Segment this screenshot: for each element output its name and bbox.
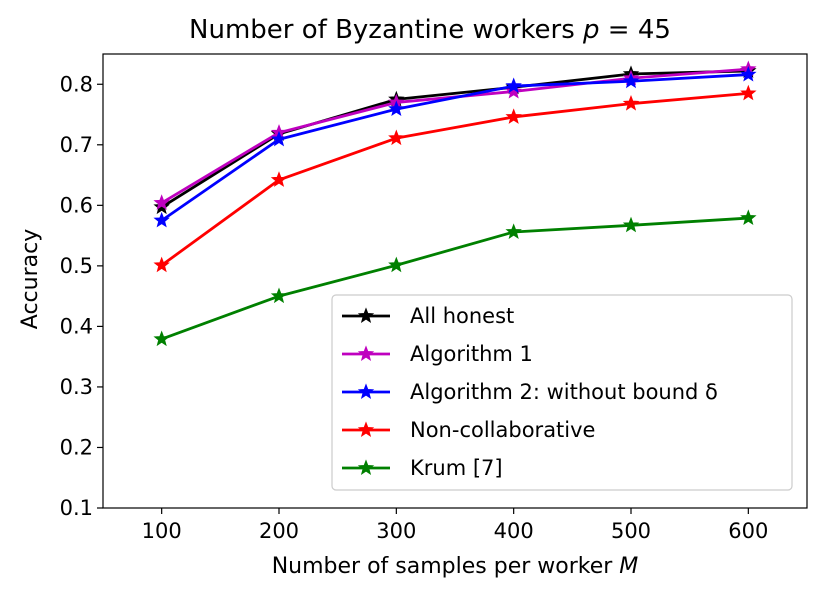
x-tick-label: 100 [142,519,182,543]
series-marker [740,209,757,226]
series-marker [153,194,170,210]
chart-title-var: p [582,15,600,45]
x-axis-label-var: M [619,554,638,579]
series-marker [153,211,170,228]
plot-area: 100 200 300 400 500 600 0.1 0.2 0.3 0.4 0.5 0.6 0.7 0… [60,53,808,543]
legend-label: Algorithm 1 [410,342,533,366]
legend-item: All honest [342,304,514,328]
legend-swatch-marker [357,459,375,475]
legend-item: Algorithm 2: without bound δ [342,380,718,404]
series-line [160,91,749,267]
legend-label: Non-collaborative [410,418,595,442]
series-group [153,65,757,228]
x-axis-label-text: Number of samples per worker [272,554,620,579]
plot-frame [102,53,808,509]
series-marker [505,82,522,99]
legend-swatch-marker [357,421,375,437]
legend: All honest Algorithm 1 Algorithm 2: withou… [331,294,793,491]
y-tick-label: 0.2 [60,435,93,459]
series-group [153,84,757,273]
y-tick-label: 0.4 [60,314,93,338]
legend-label: Algorithm 2: without bound δ [410,380,718,404]
series-marker [270,130,288,147]
series-group [153,209,757,347]
y-tick-label: 0.7 [60,133,93,157]
legend-label: All honest [410,304,514,328]
series-marker [622,216,640,233]
series-marker [505,223,522,239]
y-tick-label: 0.6 [60,193,93,217]
legend-swatch-marker [357,307,375,323]
y-tick-label: 0.5 [60,254,93,278]
y-tick-label: 0.8 [60,72,93,96]
x-tick-label: 300 [376,519,416,543]
legend-label: Krum [7] [410,456,503,480]
legend-item: Krum [7] [342,456,503,480]
series-marker [153,256,170,273]
y-tick-label: 0.1 [60,496,93,520]
x-tick-label: 500 [611,519,651,543]
series-marker [505,77,522,94]
series-marker [622,72,640,89]
series-line [161,216,749,341]
series-marker [388,129,405,146]
legend-item: Non-collaborative [342,418,595,442]
x-axis-label: Number of samples per worker M [272,554,639,579]
x-tick-label: 400 [494,519,534,543]
series-marker [388,256,405,273]
series-marker [388,100,405,117]
series-line [160,67,749,205]
y-axis-label: Accuracy [18,229,43,329]
x-tick-label: 200 [259,519,299,543]
series-marker [270,287,288,304]
series-marker [270,171,288,187]
chart-title: Number of Byzantine workers p = 45 [189,15,671,45]
series-marker [740,65,757,82]
series-marker [622,95,640,111]
series-line [160,69,749,209]
chart-title-suffix: = 45 [600,15,671,45]
legend-item: Algorithm 1 [342,342,533,366]
legend-swatch-marker [357,383,375,399]
legend-box [331,294,793,491]
series-group [153,62,757,215]
legend-swatch-marker [357,345,375,361]
series-group [153,60,757,210]
chart-title-prefix: Number of Byzantine workers [189,15,583,45]
series-marker [740,84,757,101]
series-line [160,73,749,222]
series-marker [505,108,522,124]
series-marker [153,330,170,347]
x-tick-label: 600 [728,519,768,543]
y-tick-label: 0.3 [60,375,93,399]
